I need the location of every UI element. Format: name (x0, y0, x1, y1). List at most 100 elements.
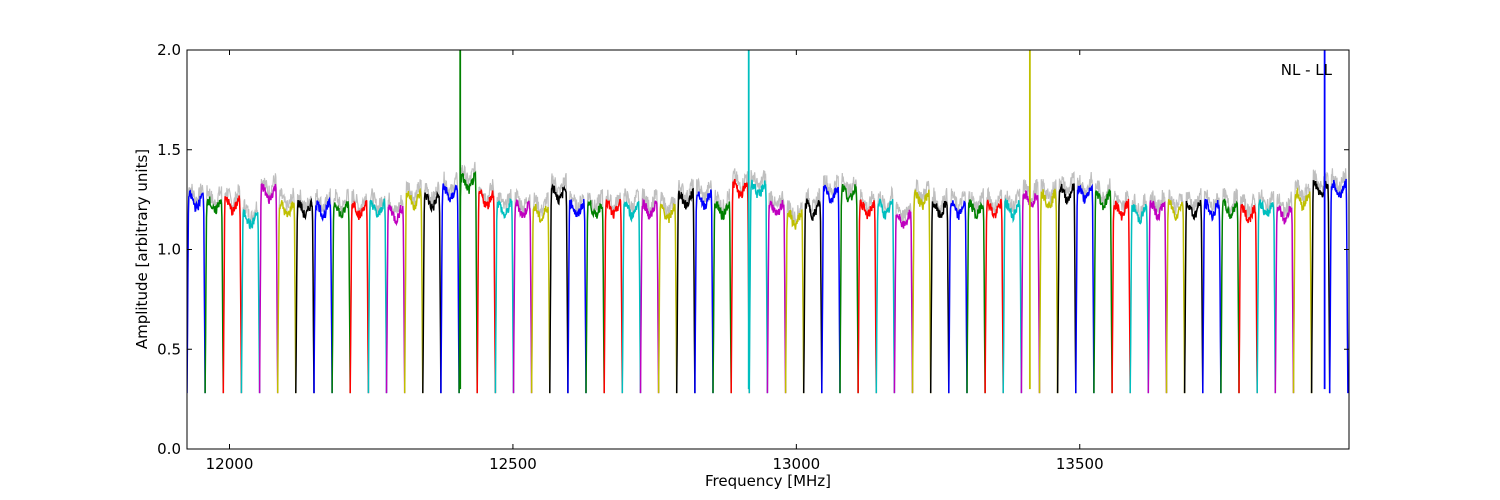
band-trace (422, 190, 442, 394)
band-trace (984, 198, 1004, 394)
band-trace (675, 187, 696, 394)
band-background-trace (331, 188, 351, 394)
band-background-trace (821, 174, 841, 394)
band-background-trace (1329, 168, 1349, 394)
band-trace (1075, 183, 1095, 394)
band-trace (549, 183, 569, 394)
band-background-trace (766, 190, 787, 394)
band-trace (603, 198, 624, 394)
band-background-trace (694, 177, 714, 394)
x-tick-label: 13500 (1056, 455, 1104, 473)
band-trace (1038, 188, 1059, 394)
band-trace (802, 198, 823, 394)
band-background-trace (712, 188, 732, 394)
band-background-trace (295, 189, 315, 394)
band-trace (1274, 205, 1295, 394)
band-background-trace (639, 188, 660, 394)
band-trace (893, 209, 914, 394)
band-trace (839, 184, 859, 394)
band-background-trace (222, 184, 242, 394)
band-trace (258, 182, 279, 394)
band-background-trace (1292, 179, 1313, 394)
baseline-annotation: NL - LL (1281, 61, 1333, 79)
band-background-trace (1038, 179, 1059, 394)
band-trace (712, 200, 732, 394)
band-background-trace (1184, 188, 1204, 394)
band-trace (948, 200, 968, 394)
band-trace (276, 200, 297, 394)
band-trace (1310, 179, 1331, 394)
band-trace (1238, 204, 1258, 394)
band-trace (530, 203, 551, 394)
band-trace (476, 189, 497, 394)
band-background-trace (531, 192, 551, 394)
band-background-trace (730, 168, 750, 394)
band-background-trace (385, 192, 406, 394)
band-background-trace (1202, 189, 1222, 394)
band-trace (766, 200, 787, 394)
band-trace (349, 199, 370, 394)
x-axis-label: Frequency [MHz] (705, 472, 831, 490)
band-trace (730, 178, 751, 394)
band-trace (1129, 203, 1150, 394)
band-trace (385, 204, 406, 394)
band-background-trace (785, 200, 805, 394)
series-layer (187, 50, 1349, 394)
band-trace (367, 198, 388, 394)
band-trace (1093, 189, 1113, 394)
band-trace (694, 189, 714, 394)
band-trace (1111, 198, 1131, 394)
band-trace (585, 199, 605, 394)
band-background-trace (984, 186, 1004, 394)
band-trace (458, 170, 478, 394)
band-background-trace (948, 188, 968, 394)
band-trace (657, 202, 678, 394)
y-axis-label: Amplitude [arbitrary units] (133, 149, 151, 349)
band-trace (295, 197, 315, 394)
band-background-trace (1111, 190, 1131, 394)
band-trace (222, 195, 243, 394)
y-tick-label: 1.0 (157, 241, 181, 259)
band-trace (639, 197, 660, 394)
band-background-trace (748, 170, 768, 394)
band-trace (1183, 199, 1204, 394)
band-background-trace (621, 188, 642, 394)
band-background-trace (549, 172, 569, 394)
band-trace (929, 200, 950, 394)
band-background-trace (440, 171, 460, 394)
y-tick-label: 1.5 (157, 141, 181, 159)
band-background-trace (1220, 188, 1240, 394)
x-tick-label: 12500 (489, 455, 537, 473)
band-background-trace (494, 189, 515, 394)
band-trace (1256, 199, 1277, 394)
band-trace (331, 200, 351, 394)
band-trace (240, 209, 261, 394)
band-background-trace (1057, 171, 1077, 394)
band-trace (494, 198, 515, 394)
band-background-trace (404, 179, 424, 394)
y-tick-label: 2.0 (157, 41, 181, 59)
band-trace (313, 196, 333, 394)
band-trace (911, 189, 932, 394)
band-trace (1056, 183, 1077, 394)
band-trace (187, 189, 206, 394)
band-background-trace (1147, 189, 1168, 394)
band-trace (1220, 198, 1240, 394)
y-tick-label: 0.5 (157, 340, 181, 358)
band-background-trace (422, 181, 442, 394)
band-trace (821, 184, 841, 394)
x-tick-label: 13000 (772, 455, 820, 473)
band-background-trace (1165, 189, 1186, 394)
y-axis: 0.0 0.5 1.0 1.5 2.0 (157, 41, 1349, 458)
band-background-trace (875, 185, 895, 394)
band-background-trace (893, 201, 914, 394)
band-background-trace (204, 185, 224, 394)
x-axis: 12000 12500 13000 13500 (206, 50, 1104, 473)
band-background-trace (585, 189, 605, 394)
band-trace (1328, 178, 1349, 394)
band-trace (512, 199, 533, 394)
band-trace (857, 199, 878, 394)
band-trace (1147, 200, 1168, 394)
band-background-trace (1238, 193, 1258, 394)
band-trace (621, 200, 642, 394)
